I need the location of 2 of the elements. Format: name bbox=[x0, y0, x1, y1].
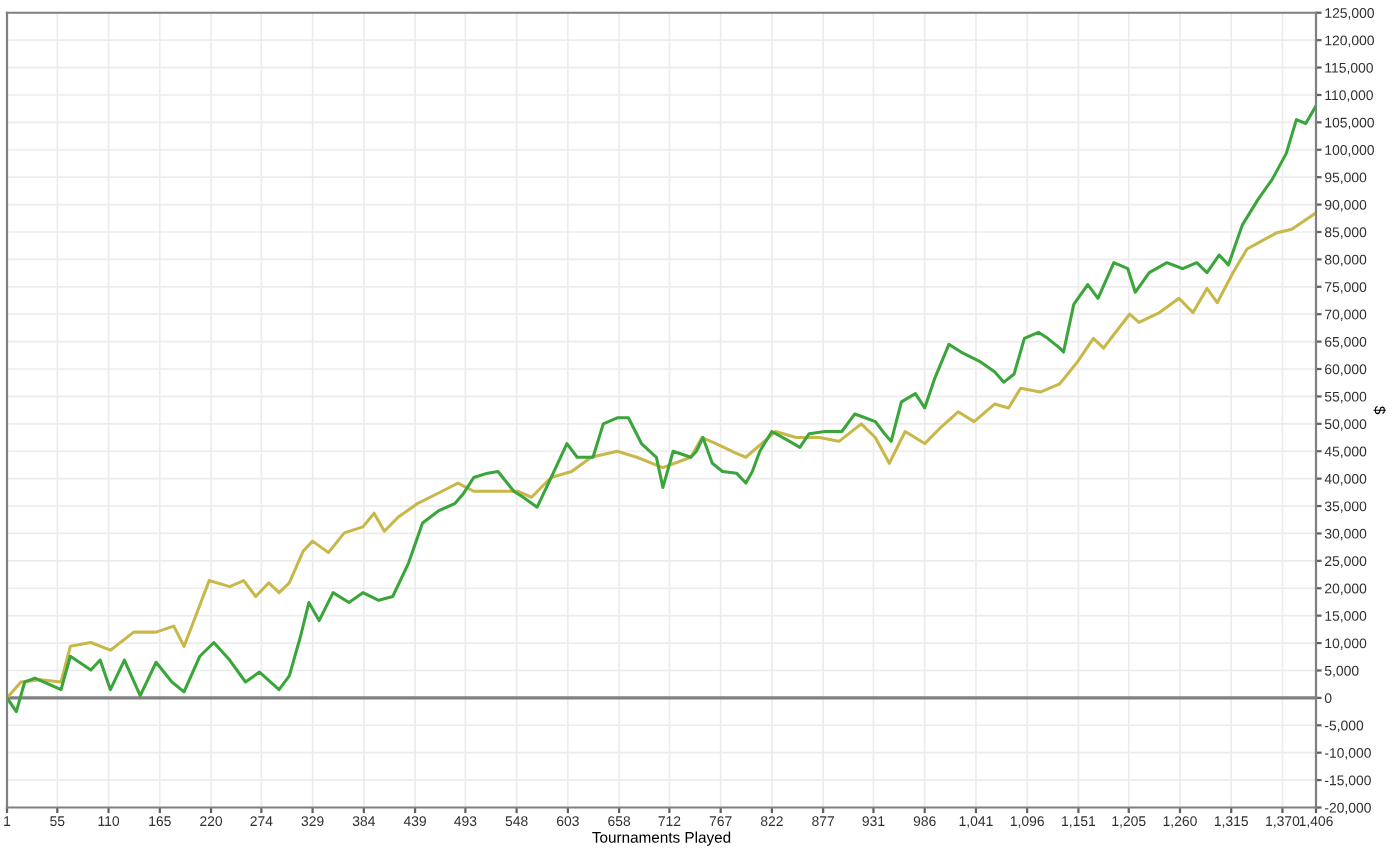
line-series bbox=[7, 104, 1316, 714]
line-series bbox=[7, 211, 1316, 700]
